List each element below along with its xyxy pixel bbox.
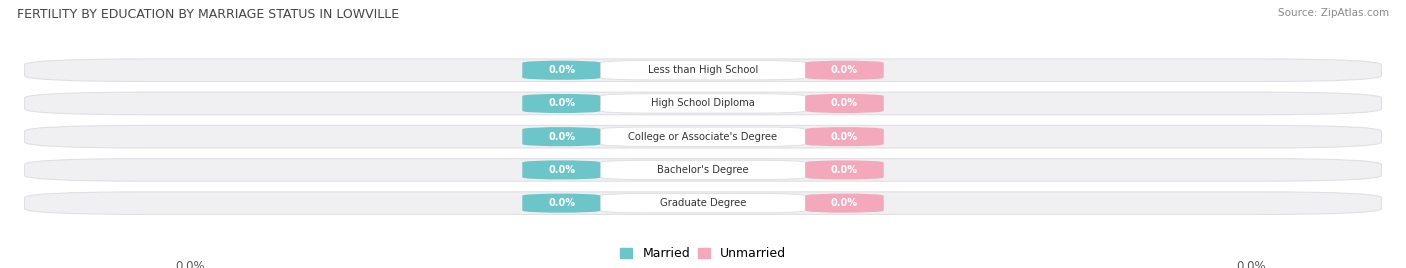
FancyBboxPatch shape (522, 193, 600, 213)
FancyBboxPatch shape (522, 160, 600, 180)
FancyBboxPatch shape (600, 127, 806, 146)
Text: 0.0%: 0.0% (831, 65, 858, 75)
FancyBboxPatch shape (600, 160, 806, 180)
Legend: Married, Unmarried: Married, Unmarried (620, 247, 786, 260)
FancyBboxPatch shape (806, 193, 884, 213)
FancyBboxPatch shape (600, 61, 806, 80)
FancyBboxPatch shape (806, 160, 884, 180)
Text: 0.0%: 0.0% (831, 198, 858, 208)
FancyBboxPatch shape (522, 127, 600, 146)
Text: 0.0%: 0.0% (548, 132, 575, 142)
FancyBboxPatch shape (24, 125, 1382, 148)
FancyBboxPatch shape (806, 61, 884, 80)
FancyBboxPatch shape (806, 127, 884, 146)
Text: FERTILITY BY EDUCATION BY MARRIAGE STATUS IN LOWVILLE: FERTILITY BY EDUCATION BY MARRIAGE STATU… (17, 8, 399, 21)
Text: 0.0%: 0.0% (176, 259, 205, 268)
FancyBboxPatch shape (24, 59, 1382, 81)
Text: 0.0%: 0.0% (1236, 259, 1265, 268)
FancyBboxPatch shape (522, 61, 600, 80)
Text: Bachelor's Degree: Bachelor's Degree (657, 165, 749, 175)
FancyBboxPatch shape (24, 159, 1382, 181)
Text: 0.0%: 0.0% (548, 165, 575, 175)
Text: College or Associate's Degree: College or Associate's Degree (628, 132, 778, 142)
Text: 0.0%: 0.0% (548, 98, 575, 109)
FancyBboxPatch shape (806, 94, 884, 113)
FancyBboxPatch shape (522, 94, 600, 113)
Text: High School Diploma: High School Diploma (651, 98, 755, 109)
Text: Source: ZipAtlas.com: Source: ZipAtlas.com (1278, 8, 1389, 18)
Text: Less than High School: Less than High School (648, 65, 758, 75)
Text: Graduate Degree: Graduate Degree (659, 198, 747, 208)
Text: 0.0%: 0.0% (831, 98, 858, 109)
FancyBboxPatch shape (24, 92, 1382, 115)
FancyBboxPatch shape (600, 193, 806, 213)
Text: 0.0%: 0.0% (831, 165, 858, 175)
FancyBboxPatch shape (600, 94, 806, 113)
Text: 0.0%: 0.0% (831, 132, 858, 142)
Text: 0.0%: 0.0% (548, 198, 575, 208)
Text: 0.0%: 0.0% (548, 65, 575, 75)
FancyBboxPatch shape (24, 192, 1382, 214)
